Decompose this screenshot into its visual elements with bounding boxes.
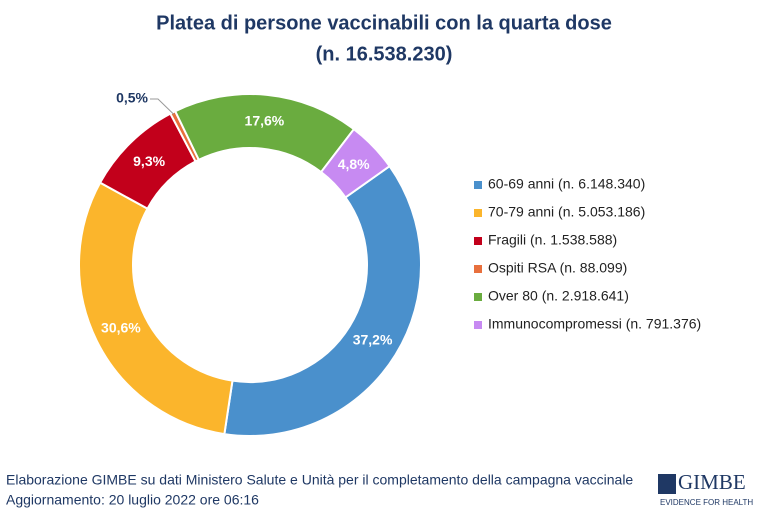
chart-subtitle: (n. 16.538.230) xyxy=(316,43,453,65)
data-label: 17,6% xyxy=(245,112,285,128)
data-label: 4,8% xyxy=(338,156,370,172)
legend-label: 70-79 anni (n. 5.053.186) xyxy=(488,204,645,220)
legend-label: Immunocompromessi (n. 791.376) xyxy=(488,316,701,332)
donut-segment xyxy=(223,164,422,437)
donut-segment xyxy=(78,181,234,436)
data-label: 37,2% xyxy=(353,331,393,347)
legend-swatch xyxy=(474,209,482,217)
logo-name: GIMBE xyxy=(678,470,746,494)
legend-swatch xyxy=(474,293,482,301)
chart-title: Platea di persone vaccinabili con la qua… xyxy=(156,12,612,34)
logo-icon xyxy=(658,474,676,494)
data-label: 9,3% xyxy=(133,153,165,169)
leader-line xyxy=(150,98,175,115)
legend-label: Fragili (n. 1.538.588) xyxy=(488,232,617,248)
logo-tagline: EVIDENCE FOR HEALTH xyxy=(660,498,753,507)
legend-label: Over 80 (n. 2.918.641) xyxy=(488,288,629,304)
legend-swatch xyxy=(474,181,482,189)
data-label: 0,5% xyxy=(116,90,148,106)
legend-swatch xyxy=(474,265,482,273)
footer-source: Elaborazione GIMBE su dati Ministero Sal… xyxy=(6,472,633,488)
legend-label: 60-69 anni (n. 6.148.340) xyxy=(488,176,645,192)
donut-segment xyxy=(319,127,391,199)
legend-swatch xyxy=(474,321,482,329)
donut-segment xyxy=(173,93,356,174)
legend-swatch xyxy=(474,237,482,245)
footer-updated: Aggiornamento: 20 luglio 2022 ore 06:16 xyxy=(6,492,259,508)
logo: GIMBE EVIDENCE FOR HEALTH xyxy=(658,470,753,507)
data-label: 30,6% xyxy=(101,320,141,336)
legend-label: Ospiti RSA (n. 88.099) xyxy=(488,260,627,276)
